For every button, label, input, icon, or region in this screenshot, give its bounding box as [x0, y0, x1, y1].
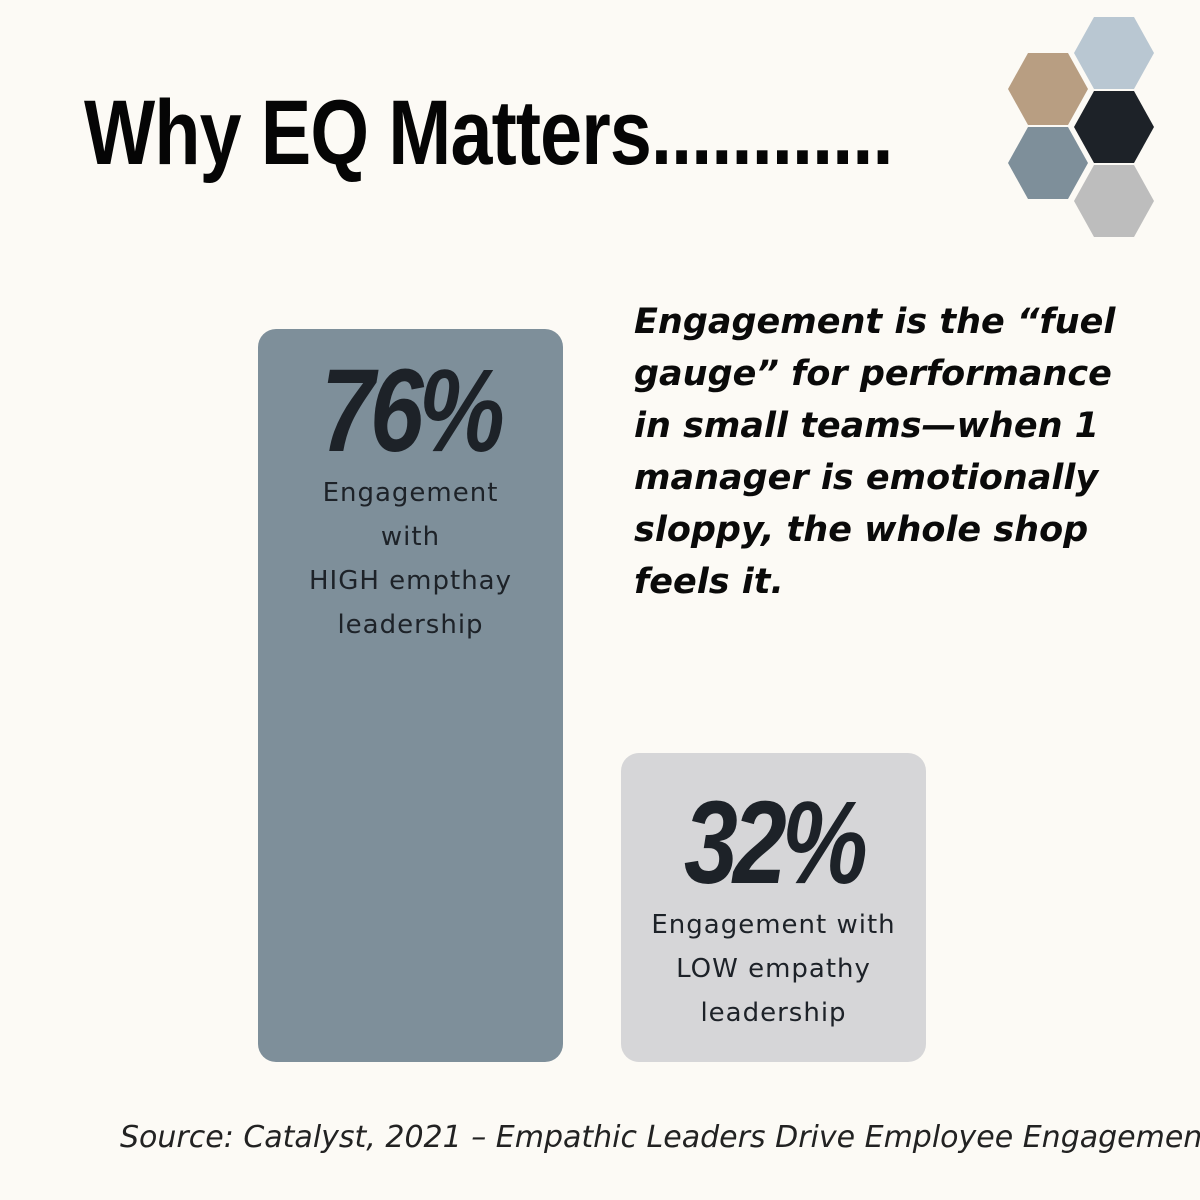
- hexagon-tan: [1008, 53, 1088, 125]
- hexagon-gray: [1074, 165, 1154, 237]
- data-label-percent: 76%: [321, 345, 505, 477]
- data-label-percent: 32%: [684, 777, 868, 909]
- bar-low-empathy: [621, 753, 926, 1062]
- hexagon-slate: [1008, 127, 1088, 199]
- source-citation: Source: Catalyst, 2021 – Empathic Leader…: [120, 1120, 1200, 1155]
- engagement-quote: Engagement is the “fuel gauge” for perfo…: [634, 302, 1116, 602]
- bar-high-empathy: [258, 329, 563, 1062]
- hexagon-cluster-logo: [1008, 17, 1154, 237]
- bar-label-group: 32% Engagement with LOW empathy leadershi…: [601, 783, 946, 1035]
- hexagon-dark: [1074, 91, 1154, 163]
- hexagon-light-blue: [1074, 17, 1154, 89]
- bar-label-group: 76% Engagement with HIGH empthay leadersh…: [238, 351, 583, 647]
- bar-caption: Engagement with LOW empathy leadership: [651, 910, 896, 1028]
- page-title: Why EQ Matters............: [84, 82, 893, 184]
- bar-caption: Engagement with HIGH empthay leadership: [308, 478, 512, 640]
